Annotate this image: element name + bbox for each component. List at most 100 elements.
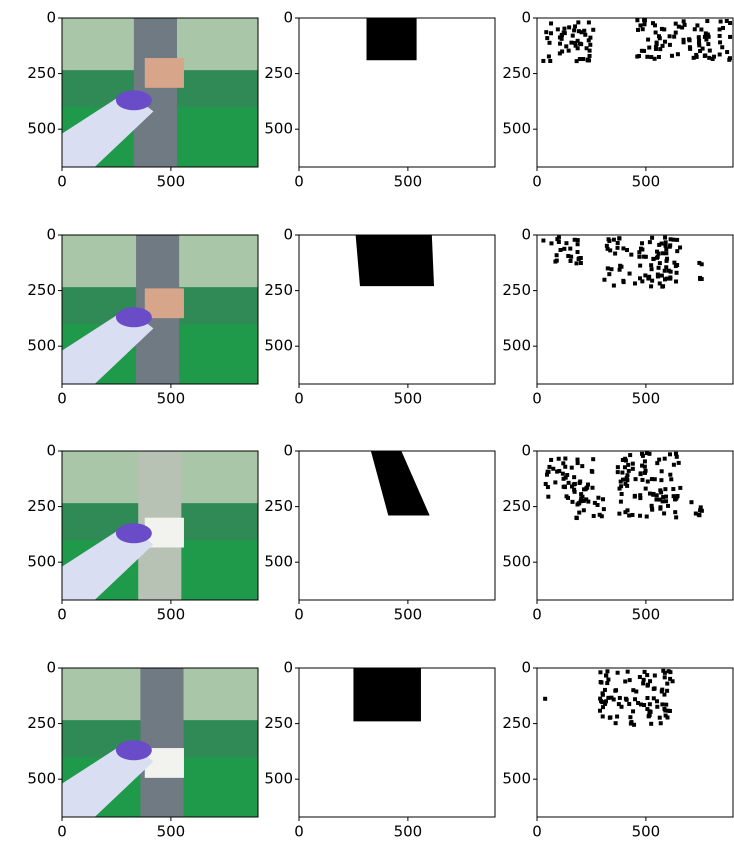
mask-pixel	[601, 497, 606, 502]
mask-pixel	[696, 35, 701, 40]
mask-pixel	[625, 669, 630, 674]
mask-pixel	[567, 25, 572, 30]
x-tick-label: 0	[57, 173, 67, 191]
y-tick-label: 0	[46, 442, 56, 460]
mask-pixel	[645, 479, 650, 484]
mask-pixel	[665, 715, 670, 720]
mask-pixel	[575, 238, 580, 243]
mask-pixel	[652, 686, 657, 691]
mask-pixel	[666, 503, 671, 508]
mask-pixel	[576, 29, 581, 34]
mask-pixel	[665, 688, 670, 693]
mask-pixel	[676, 24, 681, 29]
mask-pixel	[598, 696, 603, 701]
x-tick-label: 0	[57, 823, 67, 841]
mask-pixel	[699, 508, 704, 513]
mask-pixel	[649, 267, 654, 272]
mask-pixel	[672, 34, 677, 39]
mask-region	[370, 451, 430, 516]
mask-pixel	[564, 241, 569, 246]
mask-pixel	[668, 276, 673, 281]
mask-pixel	[654, 493, 659, 498]
mask-pixel	[640, 477, 645, 482]
mask-pixel	[577, 510, 582, 515]
mask-pixel	[656, 54, 661, 59]
mask-pixel	[657, 36, 662, 41]
mask-pixel	[556, 235, 561, 240]
mask-pixel	[657, 457, 662, 462]
mask-pixel	[569, 40, 574, 45]
mask-pixel	[596, 495, 601, 500]
mask-pixel	[600, 700, 605, 705]
hand	[62, 308, 154, 384]
mask-pixel	[656, 265, 661, 270]
axes-frame	[298, 234, 496, 385]
mask-pixel	[600, 705, 605, 710]
glove	[115, 307, 152, 328]
mask-pixel	[658, 488, 663, 493]
mask-pixel	[658, 506, 663, 511]
mask-pixel	[647, 702, 652, 707]
y-tick-label: 500	[27, 553, 56, 571]
mask-pixel	[669, 477, 674, 482]
mask-pixel	[665, 256, 670, 261]
y-tick-label: 250	[502, 64, 531, 82]
mask-pixel	[638, 263, 643, 268]
mask-pixel	[591, 27, 596, 32]
mask-pixel	[724, 19, 729, 24]
axes-frame	[536, 234, 734, 385]
mask-pixel	[650, 235, 655, 240]
mask-pixel	[665, 708, 670, 713]
mask-pixel	[578, 479, 583, 484]
tree-trunk	[140, 668, 184, 817]
mask-pixel	[643, 468, 648, 473]
mask-pixel	[655, 704, 660, 709]
mask-pixel	[678, 485, 683, 490]
mask-pixel	[576, 256, 581, 261]
mask-pixel	[640, 241, 645, 246]
mask-pixel	[554, 253, 559, 258]
mask-pixel	[634, 689, 639, 694]
mask-pixel	[585, 58, 590, 63]
mask-pixel	[623, 696, 628, 701]
mask-pixel	[662, 277, 667, 282]
image	[62, 235, 258, 384]
y-tick-label: 500	[264, 770, 293, 788]
image	[299, 18, 495, 167]
y-tick-label: 250	[502, 714, 531, 732]
mask-pixel	[643, 254, 648, 259]
mask-pixel	[623, 510, 628, 515]
mask-pixel	[590, 469, 595, 474]
mask-pixel	[570, 499, 575, 504]
mask-pixel	[667, 34, 672, 39]
mask-pixel	[640, 453, 645, 458]
mask-pixel	[648, 709, 653, 714]
mask-pixel	[615, 470, 620, 475]
mask-pixel	[627, 271, 632, 276]
mask-pixel	[615, 245, 620, 250]
mask-pixel	[599, 680, 604, 685]
mask-pixel	[551, 466, 556, 471]
mask-pixel	[673, 510, 678, 515]
mask-pixel	[638, 513, 643, 518]
mask-pixel	[637, 250, 642, 255]
mask-pixel	[611, 237, 616, 242]
mask-pixel	[563, 464, 568, 469]
mask-pixel	[638, 472, 643, 477]
mask-pixel	[640, 279, 645, 284]
mask-pixel	[659, 478, 664, 483]
image	[537, 451, 733, 600]
mask-pixel	[725, 50, 730, 55]
y-tick-label: 500	[264, 337, 293, 355]
mask-pixel	[615, 465, 620, 470]
mask-pixel	[662, 692, 667, 697]
mask-pixel	[661, 668, 666, 673]
mask-pixel	[665, 681, 670, 686]
mask-pixel	[699, 27, 704, 32]
mask-pixel	[629, 252, 634, 257]
mask-pixel	[658, 47, 663, 52]
x-tick-label: 500	[157, 606, 186, 624]
mask-pixel	[662, 675, 667, 680]
x-tick-label: 0	[294, 606, 304, 624]
mask-pixel	[603, 699, 608, 704]
